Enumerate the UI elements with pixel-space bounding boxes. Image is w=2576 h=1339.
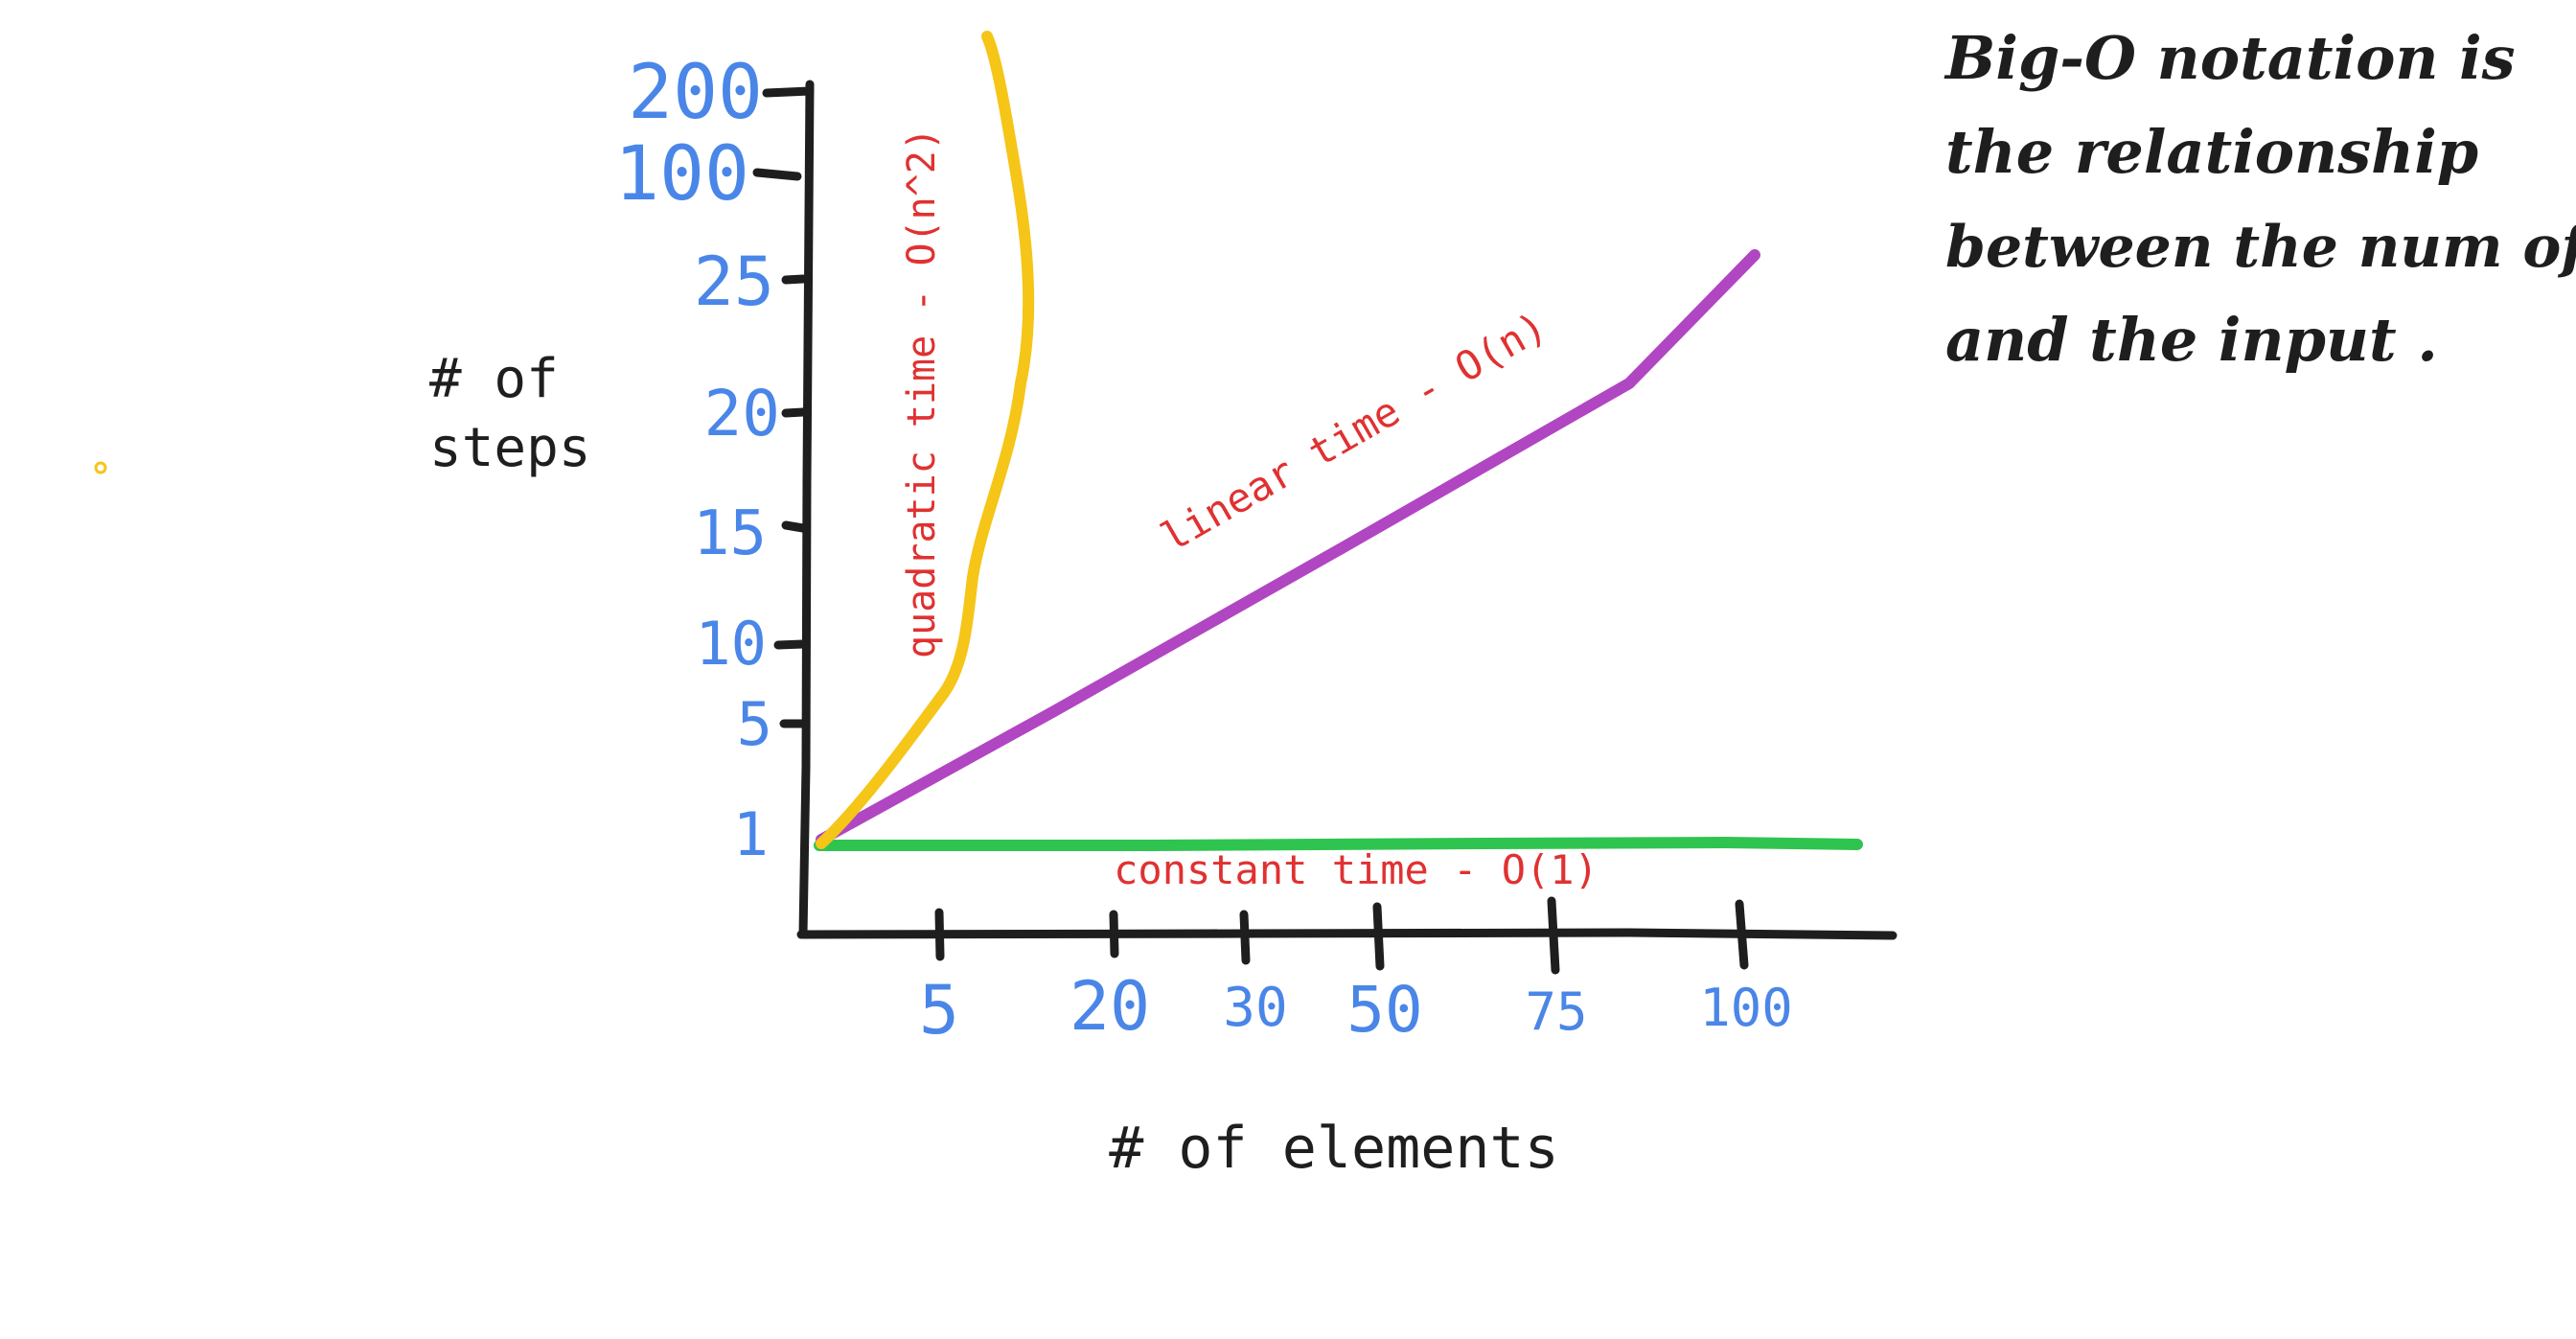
x-tick-mark-50: [1372, 902, 1385, 971]
x-axis-title: # of elements: [1109, 1115, 1559, 1182]
x-tick-label-20: 20: [1070, 967, 1150, 1046]
note: Big-O notation is the relationship betwe…: [1944, 23, 2576, 375]
x-tick-label-100: 100: [1699, 978, 1793, 1038]
x-tick-mark-75: [1547, 896, 1560, 975]
x-tick-mark-100: [1735, 899, 1749, 970]
y-axis-title-line-2: steps: [429, 417, 591, 479]
series-line-linear: [816, 249, 1760, 845]
note-line-3: between the num of steps: [1945, 214, 2576, 281]
y-tick-label-1: 1: [733, 799, 769, 869]
y-tick-label-5: 5: [737, 689, 772, 759]
y-tick-label-20: 20: [704, 377, 780, 450]
y-tick-mark-10: [773, 639, 808, 650]
note-line-1: Big-O notation is: [1944, 23, 2516, 93]
x-tick-mark-5: [934, 908, 945, 961]
x-tick-label-50: 50: [1346, 973, 1422, 1047]
chart-axes: [796, 80, 1898, 940]
y-tick-label-10: 10: [695, 609, 767, 679]
y-tick-label-15: 15: [693, 498, 767, 569]
y-tick-label-25: 25: [694, 242, 774, 321]
series-line-constant: [814, 837, 1863, 851]
series-label-quadratic: quadratic time - O(n^2): [900, 127, 944, 658]
x-tick-label-75: 75: [1525, 981, 1587, 1042]
y-tick-label-100: 100: [614, 131, 749, 218]
y-tick-mark-25: [781, 274, 808, 285]
x-tick-label-30: 30: [1223, 977, 1287, 1039]
y-tick-label-200: 200: [628, 50, 763, 136]
y-ticks: 200 100 25 20 15 10 5 1: [614, 50, 815, 869]
stray-dot: [94, 461, 107, 474]
note-line-4: and the input .: [1945, 305, 2438, 375]
x-tick-mark-30: [1239, 910, 1251, 965]
data-curves: [814, 31, 1863, 851]
series-label-linear: linear time - O(n): [1153, 302, 1554, 561]
note-line-2: the relationship: [1945, 117, 2478, 187]
x-axis-line: [796, 928, 1898, 940]
x-ticks: 5 20 30 50 75 100: [919, 896, 1793, 1050]
x-tick-mark-20: [1109, 910, 1119, 958]
y-axis-title-line-1: # of: [429, 348, 559, 410]
y-tick-mark-200: [762, 86, 815, 98]
y-axis-line: [798, 80, 815, 939]
x-tick-label-5: 5: [919, 971, 959, 1050]
series-label-constant: constant time - O(1): [1114, 846, 1598, 893]
y-tick-mark-15: [781, 520, 808, 533]
series-line-quadratic: [816, 31, 1035, 849]
y-tick-mark-100: [752, 168, 802, 181]
y-tick-mark-20: [781, 407, 808, 418]
